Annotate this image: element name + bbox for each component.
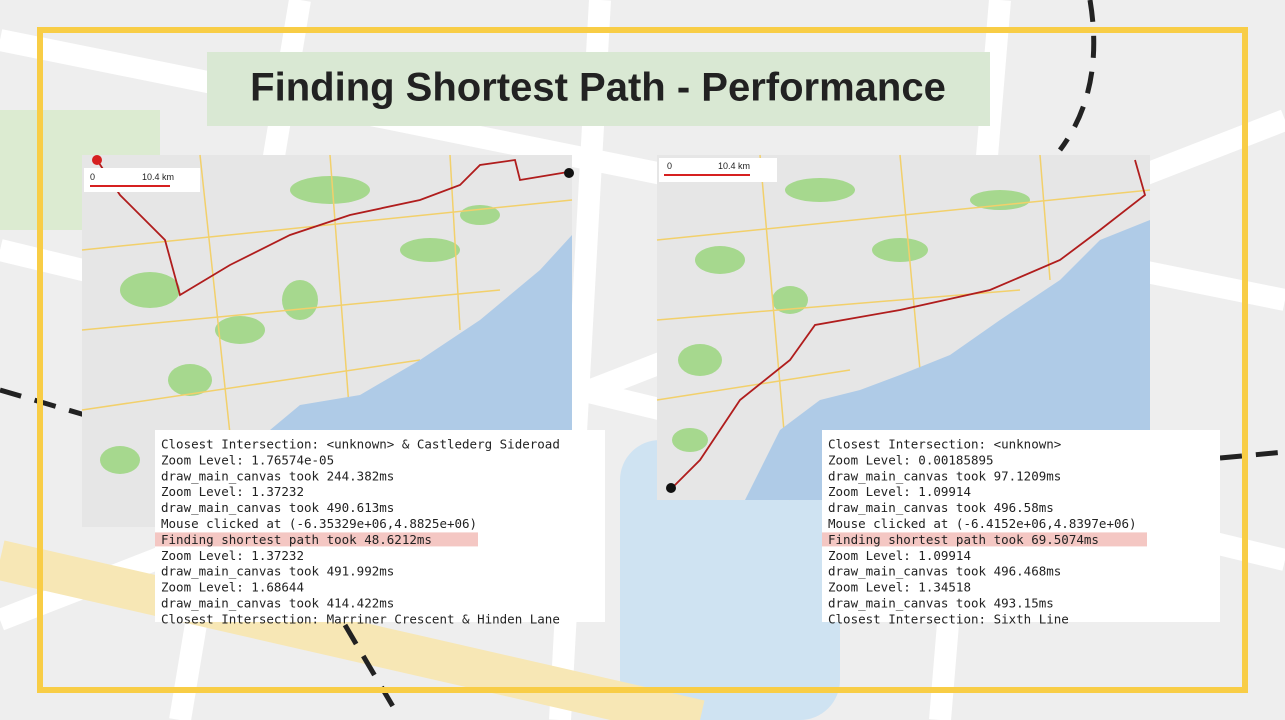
log-line: Zoom Level: 1.37232 — [161, 548, 304, 563]
log-line: Zoom Level: 1.37232 — [161, 484, 304, 499]
log-line: Zoom Level: 1.09914 — [828, 548, 971, 563]
highway — [0, 540, 705, 720]
log-line: Finding shortest path took 48.6212ms — [161, 532, 432, 547]
console-log — [822, 430, 1220, 622]
log-line: draw_main_canvas took 414.422ms — [161, 596, 394, 611]
log-line: Closest Intersection: Marriner Crescent … — [161, 611, 560, 626]
scale-end: 10.4 km — [142, 172, 174, 182]
slide-title: Finding Shortest Path - Performance — [250, 66, 946, 110]
log-line: Zoom Level: 1.09914 — [828, 484, 971, 499]
log-line: Zoom Level: 1.34518 — [828, 580, 971, 595]
slide-frame — [37, 27, 1248, 693]
log-line: Finding shortest path took 69.5074ms — [828, 532, 1099, 547]
log-line: draw_main_canvas took 496.58ms — [828, 500, 1054, 515]
log-line: draw_main_canvas took 496.468ms — [828, 564, 1061, 579]
log-line: draw_main_canvas took 493.15ms — [828, 596, 1054, 611]
scale-end: 10.4 km — [718, 161, 750, 171]
scale-start: 0 — [667, 161, 672, 171]
title-box — [207, 52, 990, 126]
water — [620, 440, 840, 720]
console-log — [155, 430, 605, 622]
log-line: Closest Intersection: <unknown> — [828, 437, 1061, 452]
log-line: draw_main_canvas took 97.1209ms — [828, 468, 1061, 483]
log-line: Closest Intersection: Sixth Line — [828, 611, 1069, 626]
log-line: Zoom Level: 1.76574e-05 — [161, 452, 334, 467]
log-line: draw_main_canvas took 491.992ms — [161, 564, 394, 579]
log-highlight — [155, 532, 478, 547]
log-line: Mouse clicked at (-6.35329e+06,4.8825e+0… — [161, 516, 477, 531]
log-line: draw_main_canvas took 490.613ms — [161, 500, 394, 515]
log-highlight — [822, 532, 1147, 547]
log-line: Mouse clicked at (-6.4152e+06,4.8397e+06… — [828, 516, 1137, 531]
log-line: Zoom Level: 0.00185895 — [828, 452, 994, 467]
scale-start: 0 — [90, 172, 95, 182]
log-line: draw_main_canvas took 244.382ms — [161, 468, 394, 483]
log-line: Closest Intersection: <unknown> & Castle… — [161, 437, 560, 452]
log-line: Zoom Level: 1.68644 — [161, 580, 304, 595]
